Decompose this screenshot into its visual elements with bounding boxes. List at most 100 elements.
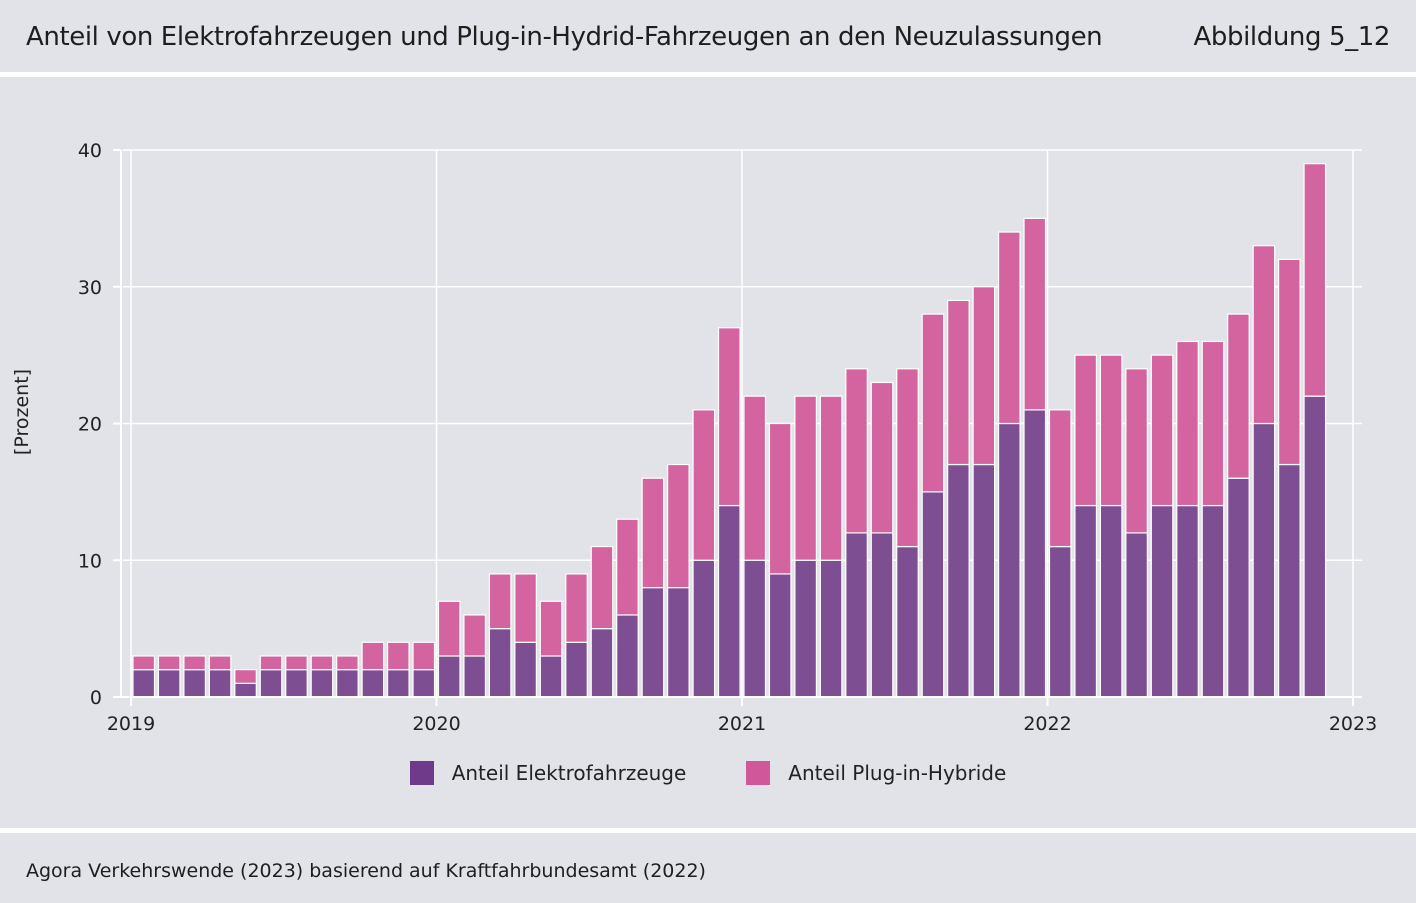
bar-ev <box>1252 422 1276 698</box>
bar-phev <box>1074 354 1098 507</box>
bar-phev <box>667 463 690 589</box>
bar-ev <box>616 614 639 698</box>
grid-lines <box>123 149 1362 697</box>
bar-ev <box>1278 463 1301 698</box>
bar-ev <box>896 545 919 698</box>
bar-ev <box>1048 545 1072 698</box>
bar-phev <box>641 477 665 589</box>
bar-ev <box>488 628 512 698</box>
bar-ev <box>132 669 156 698</box>
bar-ev <box>692 559 716 698</box>
page-title: Anteil von Elektrofahrzeugen und Plug-in… <box>26 22 1103 52</box>
bar-ev <box>336 669 359 698</box>
bar-ev <box>539 655 563 698</box>
bar-phev <box>285 655 308 671</box>
bar-ev <box>870 532 894 698</box>
bar-ev <box>259 669 283 698</box>
bar-ev <box>1227 477 1250 698</box>
figure-label: Abbildung 5_12 <box>1193 22 1391 52</box>
bar-ev <box>514 641 537 698</box>
bar-ev <box>717 504 741 698</box>
bar-phev <box>1125 368 1148 534</box>
bar-ev <box>1201 504 1225 698</box>
bar-ev <box>921 491 945 698</box>
bar-ev <box>208 669 232 698</box>
legend-swatch-phev <box>746 761 771 785</box>
bar-phev <box>463 614 487 657</box>
bar-ev <box>590 628 614 698</box>
bar-ev <box>1303 395 1327 698</box>
bar-phev <box>132 655 156 671</box>
bar-phev <box>921 313 945 493</box>
axes: 0 10 20 30 40 2019 2020 2021 2022 2023 <box>78 140 1377 735</box>
bar-ev <box>361 669 385 698</box>
legend-item-ev: Anteil Elektrofahrzeuge <box>409 761 687 785</box>
x-tick-label: 2021 <box>718 713 766 735</box>
bar-ev <box>310 669 334 698</box>
legend-item-phev: Anteil Plug-in-Hybride <box>746 761 1006 785</box>
bar-phev <box>692 409 716 561</box>
bar-phev <box>157 655 181 671</box>
x-tick-label: 2020 <box>412 713 460 735</box>
bar-phev <box>947 299 970 466</box>
bar-phev <box>386 641 410 671</box>
header: Anteil von Elektrofahrzeugen und Plug-in… <box>0 0 1416 72</box>
bar-phev <box>514 573 537 643</box>
bar-ev <box>997 422 1021 698</box>
bar-phev <box>1099 354 1123 507</box>
y-axis-label: [Prozent] <box>11 368 33 456</box>
bar-ev <box>819 559 843 698</box>
bar-phev <box>845 368 868 534</box>
bar-phev <box>616 518 639 616</box>
bottom-divider <box>0 828 1416 833</box>
bar-ev <box>183 669 206 698</box>
bar-ev <box>1150 504 1174 698</box>
bar-phev <box>336 655 359 671</box>
bar-phev <box>997 231 1021 425</box>
bar-phev <box>717 327 741 507</box>
bar-phev <box>1176 340 1199 507</box>
bar-phev <box>539 600 563 657</box>
bar-ev <box>386 669 410 698</box>
bar-ev <box>667 587 690 698</box>
bar-ev <box>1023 409 1047 698</box>
bar-phev <box>183 655 206 671</box>
top-divider <box>0 72 1416 77</box>
bar-phev <box>488 573 512 630</box>
bar-ev <box>1099 504 1123 698</box>
x-tick-label: 2019 <box>107 713 155 735</box>
legend-label-phev: Anteil Plug-in-Hybride <box>788 761 1007 785</box>
bars <box>132 163 1327 698</box>
legend-label-ev: Anteil Elektrofahrzeuge <box>451 761 687 785</box>
bar-ev <box>437 655 461 698</box>
bar-phev <box>1023 217 1047 411</box>
bar-phev <box>743 395 767 561</box>
bar-phev <box>1227 313 1250 479</box>
bar-ev <box>412 669 436 698</box>
bar-phev <box>972 286 996 466</box>
bar-phev <box>896 368 919 548</box>
bar-ev <box>157 669 181 698</box>
bar-phev <box>870 381 894 534</box>
bar-ev <box>285 669 308 698</box>
bar-ev <box>1074 504 1098 698</box>
bar-phev <box>1303 163 1327 397</box>
bar-phev <box>590 545 614 630</box>
bar-phev <box>259 655 283 671</box>
bar-ev <box>234 682 257 698</box>
bar-ev <box>1176 504 1199 698</box>
bar-phev <box>768 422 792 575</box>
legend: Anteil Elektrofahrzeuge Anteil Plug-in-H… <box>0 758 1416 788</box>
x-tick-label: 2023 <box>1329 713 1377 735</box>
bar-ev <box>565 641 588 698</box>
bar-ev <box>463 655 487 698</box>
bar-ev <box>768 573 792 698</box>
bar-phev <box>1252 245 1276 425</box>
bar-phev <box>1278 258 1301 466</box>
bar-phev <box>234 669 257 684</box>
bar-ev <box>845 532 868 698</box>
bar-ev <box>743 559 767 698</box>
y-tick-label: 10 <box>78 550 102 572</box>
y-tick-label: 40 <box>78 140 102 162</box>
bar-ev <box>972 463 996 698</box>
